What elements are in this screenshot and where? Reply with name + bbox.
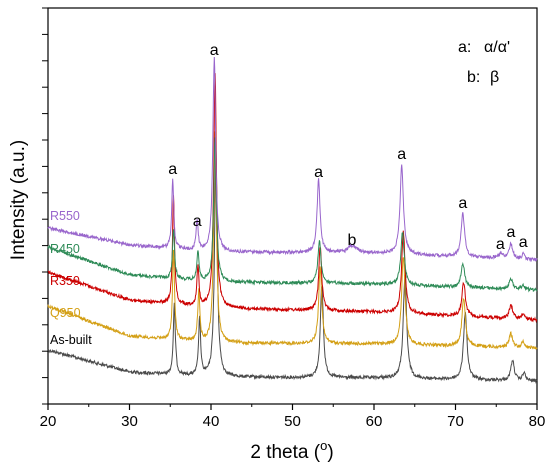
- x-tick-label: 20: [40, 413, 57, 430]
- x-axis-title-unit: o: [320, 438, 327, 453]
- series-layer: [47, 56, 538, 385]
- peak-label-b: b: [348, 232, 357, 249]
- series-line-as-built: [47, 146, 538, 385]
- peak-label-a: a: [397, 146, 406, 163]
- y-axis-title: Intensity (a.u.): [8, 140, 29, 260]
- series-label-r550: R550: [50, 209, 80, 223]
- x-tick-label: 40: [203, 413, 220, 430]
- axes: 20 30 40 50 60 70 80: [40, 7, 546, 430]
- x-tick-label: 60: [366, 413, 383, 430]
- x-axis-title-end: ): [327, 442, 333, 463]
- series-label-r450: R450: [50, 242, 80, 256]
- peak-label-a: a: [458, 195, 467, 212]
- x-tick-label: 70: [447, 413, 464, 430]
- x-tick-label: 50: [284, 413, 301, 430]
- series-line-q950: [47, 131, 538, 350]
- peak-label-a: a: [314, 164, 323, 181]
- series-line-r350: [47, 73, 538, 324]
- peak-label-a: a: [506, 224, 515, 241]
- peak-label-a: a: [193, 213, 202, 230]
- legend-value-a: α/α': [484, 39, 510, 56]
- series-line-r550: [47, 56, 538, 263]
- x-axis-title: 2 theta (o): [250, 438, 333, 463]
- series-line-r450: [47, 137, 538, 293]
- legend-key-a: a:: [458, 39, 471, 56]
- legend-key-b: b:: [467, 69, 480, 86]
- series-label-r350: R350: [50, 274, 80, 288]
- x-tick-label: 80: [529, 413, 546, 430]
- series-labels: As-built Q950 R350 R450 R550: [50, 209, 92, 347]
- series-label-as-built: As-built: [50, 333, 92, 347]
- peak-label-a: a: [168, 161, 177, 178]
- peak-label-a: a: [210, 42, 219, 59]
- series-label-q950: Q950: [50, 306, 81, 320]
- legend-value-b: β: [490, 69, 499, 86]
- peak-label-a: a: [519, 234, 528, 251]
- peak-label-a: a: [496, 236, 505, 253]
- x-tick-label: 30: [121, 413, 138, 430]
- x-axis-title-text: 2 theta (: [250, 442, 320, 463]
- legend: a: α/α' b: β: [458, 39, 510, 86]
